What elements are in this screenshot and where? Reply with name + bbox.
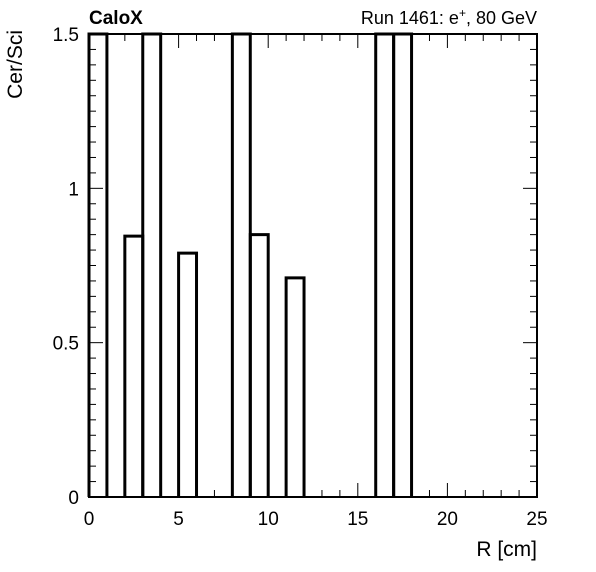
- header-left: CaloX: [89, 8, 143, 29]
- x-tick-label: 20: [437, 509, 458, 530]
- tick-label-layer: 0 5 10 15 20 25 0 0.5 1 1.5: [53, 25, 548, 530]
- histogram-bin: [177, 251, 199, 497]
- histogram-bin: [230, 32, 252, 497]
- y-tick-label: 0.5: [53, 334, 79, 355]
- histogram-bin: [123, 234, 145, 497]
- y-tick-label: 1.5: [53, 25, 79, 46]
- y-axis-title: Cer/Sci: [4, 30, 27, 99]
- x-tick-label: 0: [84, 509, 95, 530]
- y-tick-label: 0: [68, 488, 79, 509]
- y-tick-label: 1: [68, 179, 79, 200]
- plot-frame: [88, 33, 538, 498]
- plot-frame-layer: [88, 33, 538, 498]
- histogram-layer: [87, 32, 414, 497]
- x-tick-label: 25: [526, 509, 547, 530]
- header-right-prefix: Run 1461: e: [361, 8, 459, 28]
- header-right-suffix: , 80 GeV: [466, 8, 537, 28]
- histogram-bin: [392, 32, 414, 497]
- header-right-sup: +: [459, 6, 466, 20]
- histogram-bin: [374, 32, 396, 497]
- x-axis-title: R [cm]: [476, 538, 537, 561]
- histogram-bin: [284, 276, 306, 497]
- header-right: Run 1461: e+, 80 GeV: [361, 6, 537, 28]
- histogram-bin: [141, 32, 163, 497]
- tick-layer: [88, 33, 538, 498]
- x-tick-label: 10: [258, 509, 279, 530]
- histogram-bin: [248, 233, 270, 497]
- x-tick-label: 5: [173, 509, 184, 530]
- x-tick-label: 15: [347, 509, 368, 530]
